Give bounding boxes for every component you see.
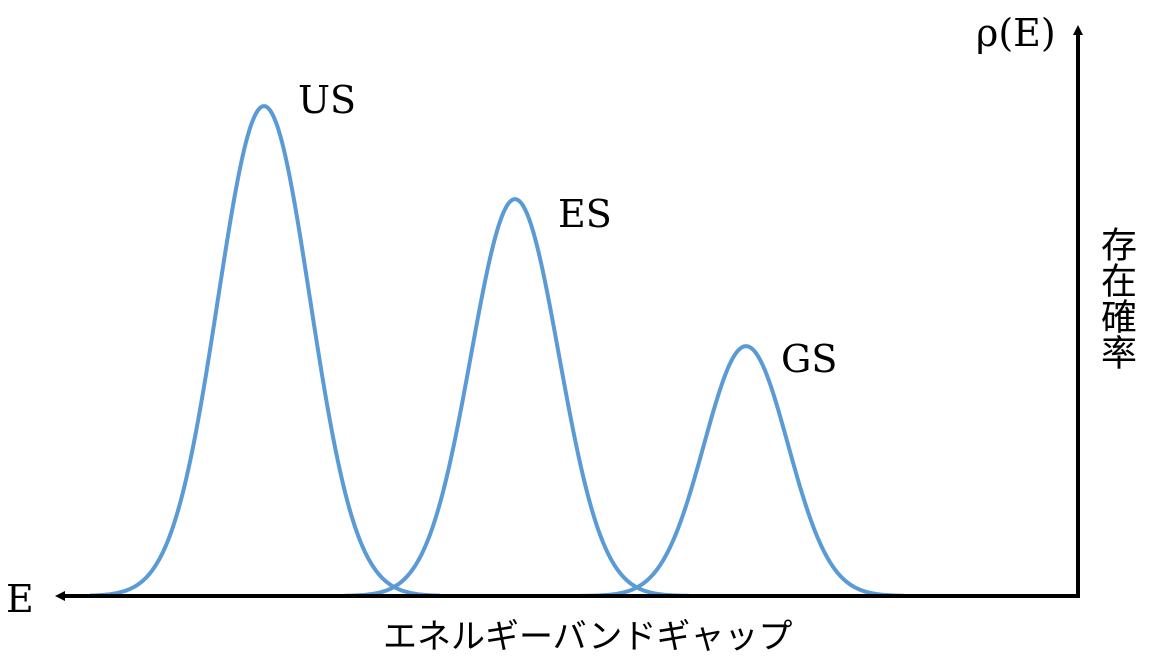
x-axis-caption: エネルギーバンドギャップ — [383, 617, 792, 657]
peak-label-gs: GS — [781, 337, 837, 381]
peak-label-us: US — [298, 78, 356, 122]
curve-us — [89, 103, 441, 598]
y-axis-caption: 存在確率 — [1095, 226, 1136, 370]
curve-es — [344, 197, 690, 598]
y-axis-top-label: ρ(E) — [976, 11, 1056, 55]
x-axis-end-label: E — [6, 577, 34, 621]
peak-label-es: ES — [558, 192, 612, 236]
curve-gs — [579, 344, 905, 598]
curves-group — [89, 103, 905, 598]
